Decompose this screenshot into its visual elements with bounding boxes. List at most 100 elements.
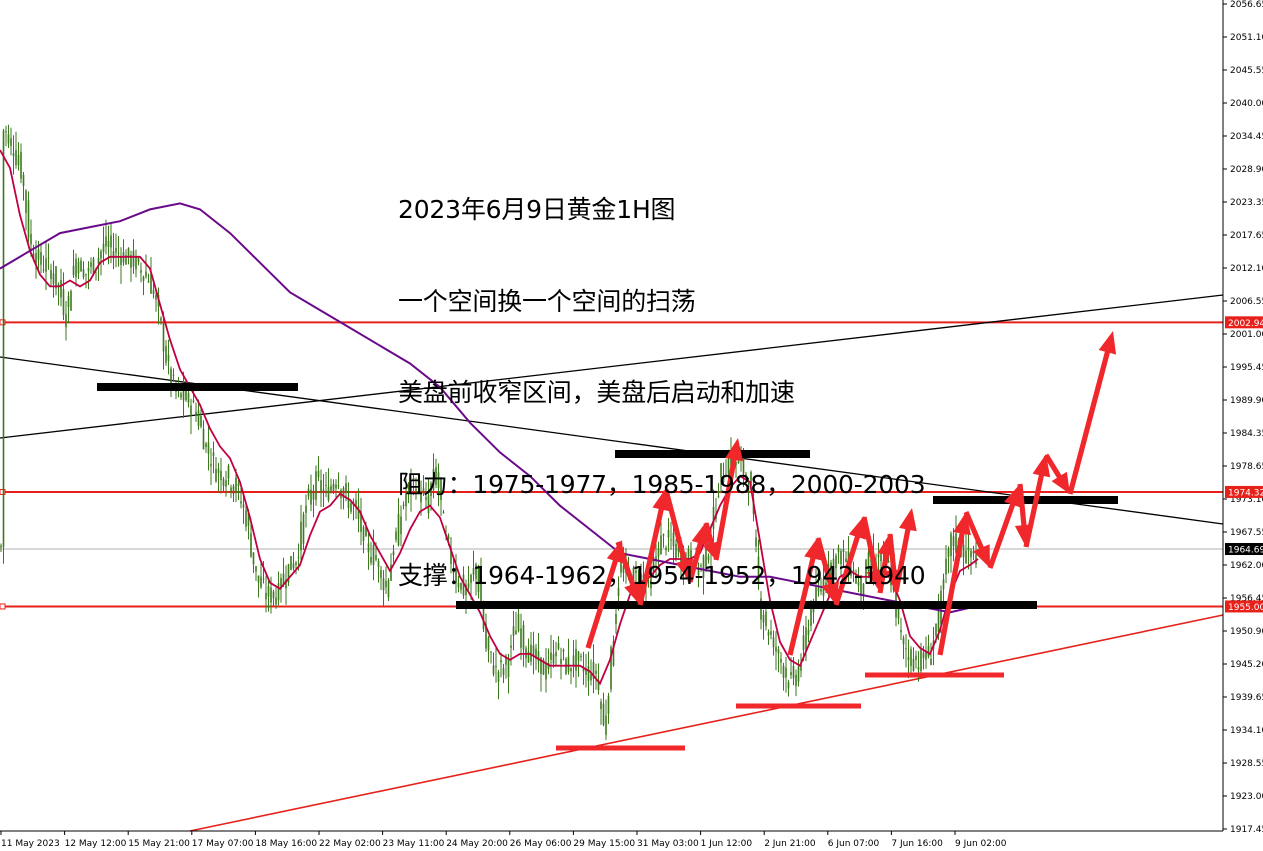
candle	[225, 470, 227, 497]
candle	[905, 634, 907, 668]
candle-body	[227, 465, 230, 479]
candle-body	[855, 573, 857, 584]
candle-body	[602, 703, 605, 725]
candle-body	[492, 665, 495, 675]
candle-body	[387, 580, 390, 598]
candle-body	[607, 695, 610, 714]
candle-body	[345, 483, 347, 492]
candle	[380, 565, 382, 590]
red-arrow-17	[987, 484, 1022, 569]
x-tick-label: 29 May 15:00	[573, 839, 635, 849]
candle-body	[925, 651, 927, 660]
candle-body	[860, 575, 862, 596]
candle-body	[300, 521, 302, 551]
candle-body	[152, 289, 155, 295]
candle-body	[475, 564, 477, 579]
y-tick-label: 1956.45	[1230, 594, 1263, 604]
candle	[127, 247, 130, 265]
candle	[317, 456, 320, 482]
candle	[47, 243, 50, 270]
candle-body	[570, 667, 572, 672]
candle-body	[802, 635, 805, 651]
candle-body	[835, 555, 837, 569]
candle-body	[962, 544, 965, 558]
candle-body	[675, 543, 677, 560]
y-tick-label: 2028.90	[1230, 165, 1263, 175]
candle-body	[210, 464, 212, 467]
candle	[240, 486, 242, 509]
candle-body	[807, 629, 810, 636]
candle-body	[610, 647, 612, 690]
candle-body	[745, 474, 747, 477]
candle	[22, 171, 25, 201]
candle-body	[190, 405, 192, 416]
candle-body	[150, 273, 152, 294]
candle	[970, 548, 972, 575]
candle	[300, 504, 302, 563]
candle-body	[785, 667, 787, 678]
candle	[87, 261, 90, 290]
candle-body	[90, 262, 92, 268]
candle	[527, 638, 530, 663]
candle	[310, 474, 312, 512]
candle-body	[767, 631, 770, 636]
candle	[542, 657, 545, 675]
candle-body	[907, 656, 910, 661]
x-tick-label: 7 Jun 16:00	[891, 839, 943, 849]
candle	[702, 554, 705, 595]
candle-body	[212, 452, 215, 456]
candle	[675, 539, 677, 562]
candle	[807, 619, 810, 643]
candle-body	[712, 506, 715, 529]
annotation-line-3: 美盘前收窄区间，美盘后启动和加速	[398, 378, 795, 407]
candle-body	[545, 662, 547, 680]
annotation-line-4: 阻力：1975-1977，1985-1988，2000-2003	[398, 469, 926, 499]
candle	[865, 558, 867, 584]
candle	[772, 630, 775, 656]
candle-body	[720, 463, 722, 478]
candle-body	[62, 289, 65, 316]
candle-body	[7, 134, 10, 144]
candle-body	[367, 543, 370, 553]
candle	[485, 613, 487, 653]
candle-body	[820, 589, 822, 592]
candle	[612, 635, 615, 667]
candle-body	[772, 637, 775, 648]
candle	[307, 484, 310, 500]
red-arrow-1	[585, 540, 624, 649]
candle-body	[655, 556, 657, 562]
candle-body	[292, 563, 295, 569]
support-trendline	[189, 614, 1224, 832]
candle-body	[35, 253, 37, 267]
candle	[910, 646, 912, 678]
candle-body	[120, 256, 122, 266]
candle-body	[350, 503, 352, 512]
candle-body	[417, 479, 420, 481]
candle	[852, 561, 855, 583]
candle-body	[880, 551, 882, 562]
candle-body	[245, 510, 247, 527]
candle	[817, 571, 820, 597]
candle-body	[425, 497, 427, 500]
candle-body	[105, 236, 107, 247]
annotation-line-2: 一个空间换一个空间的扫荡	[398, 286, 696, 316]
candle	[575, 639, 577, 688]
x-tick-label: 23 May 11:00	[383, 839, 445, 849]
candle-body	[317, 470, 320, 478]
candle	[780, 652, 782, 675]
candle-body	[535, 648, 537, 659]
candle	[520, 613, 522, 660]
candle-body	[452, 569, 455, 574]
candle-body	[797, 666, 800, 682]
candle-body	[390, 564, 392, 581]
candle-body	[225, 480, 227, 487]
candle-body	[315, 471, 317, 500]
candle	[775, 631, 777, 671]
candle	[155, 290, 157, 312]
candle-body	[12, 153, 15, 157]
x-tick-label: 9 Jun 02:00	[955, 839, 1007, 849]
candle-body	[197, 410, 200, 426]
candle	[902, 635, 905, 659]
